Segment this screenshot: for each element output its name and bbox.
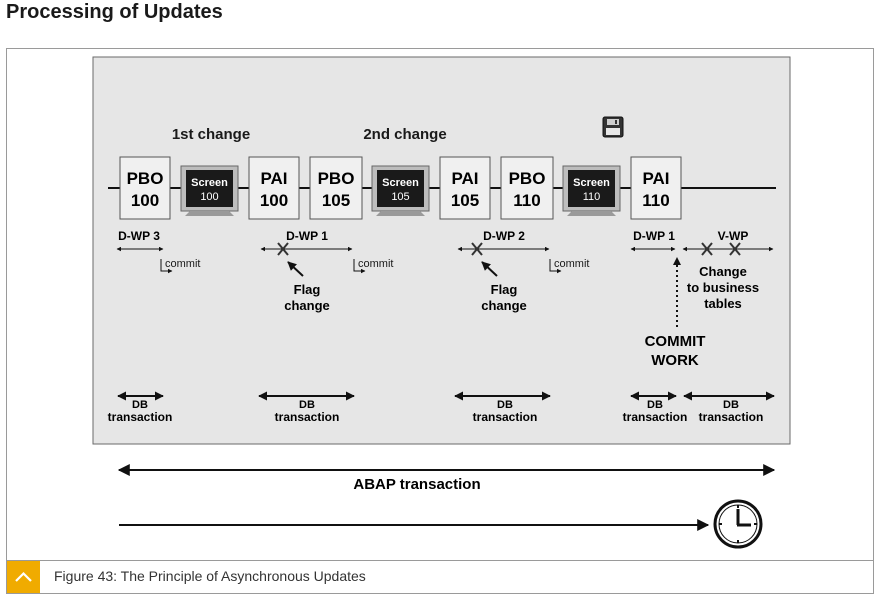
screen-110-top: Screen [573, 177, 610, 189]
db-transaction-2-line-1: DB [299, 399, 315, 411]
step-pbo-110: PBO 110 [500, 156, 554, 220]
business-change-line-1: Change [699, 264, 747, 279]
commit-work-line-1: COMMIT [645, 333, 706, 350]
screen-105-top: Screen [382, 177, 419, 189]
commit-marker-3: commit [549, 258, 589, 274]
commit-label-2: commit [358, 258, 393, 270]
screen-105: Screen 105 [371, 165, 430, 216]
step-pbo-105-num: 105 [322, 191, 350, 210]
screen-100-num: 100 [200, 191, 218, 203]
step-pai-100-top: PAI [260, 169, 287, 188]
db-transaction-3: DB transaction [454, 391, 551, 424]
wp-label-5: V-WP [718, 229, 749, 243]
commit-work-line-2: WORK [651, 352, 699, 369]
db-transaction-3-line-1: DB [497, 399, 513, 411]
step-pai-100: PAI 100 [248, 156, 300, 220]
save-icon [602, 116, 624, 138]
figure-caption: Figure 43: The Principle of Asynchronous… [54, 568, 366, 584]
commit-marker-1: commit [160, 258, 200, 274]
commit-label-3: commit [554, 258, 589, 270]
step-pai-110-top: PAI [642, 169, 669, 188]
step-pbo-100-num: 100 [131, 191, 159, 210]
wp-label-4: D-WP 1 [633, 229, 675, 243]
db-transaction-2-line-2: transaction [275, 410, 340, 424]
screen-110: Screen 110 [562, 165, 621, 216]
step-pbo-110-num: 110 [513, 191, 540, 210]
flag-label-2a: Flag [491, 282, 518, 297]
flag-label-1a: Flag [294, 282, 321, 297]
db-transaction-4-line-1: DB [647, 399, 663, 411]
wp-label-3: D-WP 2 [483, 229, 525, 243]
commit-label-1: commit [165, 258, 200, 270]
db-transaction-1-line-2: transaction [108, 410, 173, 424]
screen-110-num: 110 [583, 191, 601, 203]
business-change-line-2: to business [687, 280, 759, 295]
x-mark-4 [729, 242, 741, 256]
diagram-panel [92, 56, 791, 445]
commit-marker-2: commit [353, 258, 393, 274]
flag-label-2b: change [481, 298, 527, 313]
commit-work-arrowhead [673, 257, 681, 265]
business-change-line-3: tables [704, 296, 742, 311]
step-pbo-110-top: PBO [509, 169, 546, 188]
db-transaction-5: DB transaction [683, 391, 775, 424]
x-mark-2 [471, 242, 483, 256]
abap-transaction-label: ABAP transaction [353, 476, 480, 493]
wp-label-2: D-WP 1 [286, 229, 328, 243]
asynchronous-update-diagram: 1st change 2nd change PBO 100 Screen 100… [92, 56, 791, 549]
clock-icon [713, 499, 763, 549]
step-pai-110-num: 110 [642, 191, 669, 210]
flag-arrow-1 [287, 261, 304, 277]
chevron-up-icon[interactable] [7, 561, 40, 593]
db-transaction-3-line-2: transaction [473, 410, 538, 424]
flag-arrow-2 [481, 261, 498, 277]
x-mark-3 [701, 242, 713, 256]
step-pai-105: PAI 105 [439, 156, 491, 220]
step-pbo-105: PBO 105 [309, 156, 363, 220]
step-pai-105-top: PAI [451, 169, 478, 188]
db-transaction-4: DB transaction [623, 391, 688, 424]
step-pbo-100: PBO 100 [119, 156, 171, 220]
step-pai-110: PAI 110 [630, 156, 682, 220]
step-pbo-105-top: PBO [318, 169, 355, 188]
db-transaction-1-line-1: DB [132, 399, 148, 411]
page-title: Processing of Updates [6, 1, 223, 23]
flag-label-1b: change [284, 298, 330, 313]
wp-label-1: D-WP 3 [118, 229, 160, 243]
x-mark-1 [277, 242, 289, 256]
db-transaction-4-line-2: transaction [623, 410, 688, 424]
db-transaction-1: DB transaction [108, 391, 173, 424]
step-pai-105-num: 105 [451, 191, 479, 210]
screen-100: Screen 100 [180, 165, 239, 216]
db-transaction-5-line-2: transaction [699, 410, 764, 424]
change-label-1: 1st change [172, 126, 250, 143]
figure-caption-bar: Figure 43: The Principle of Asynchronous… [6, 560, 874, 594]
step-pai-100-num: 100 [260, 191, 288, 210]
screen-100-top: Screen [191, 177, 228, 189]
db-transaction-2: DB transaction [258, 391, 355, 424]
step-pbo-100-top: PBO [127, 169, 164, 188]
change-label-2: 2nd change [363, 126, 446, 143]
screen-105-num: 105 [391, 191, 409, 203]
db-transaction-5-line-1: DB [723, 399, 739, 411]
